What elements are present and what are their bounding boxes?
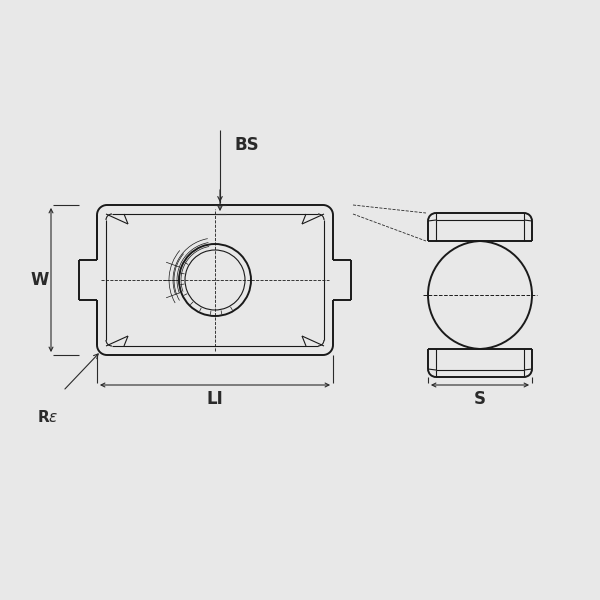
Text: S: S — [474, 390, 486, 408]
Text: LI: LI — [206, 390, 223, 408]
Text: BS: BS — [234, 136, 259, 154]
Text: R$\varepsilon$: R$\varepsilon$ — [37, 409, 58, 425]
Text: W: W — [31, 271, 49, 289]
